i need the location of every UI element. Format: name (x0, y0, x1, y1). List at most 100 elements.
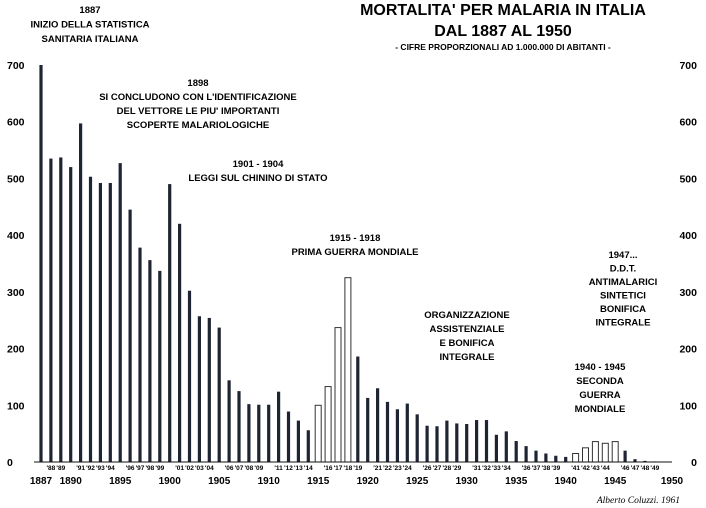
bar-1939 (554, 455, 558, 462)
chart-note: - CIFRE PROPORZIONALI AD 1.000.000 DI AB… (395, 42, 611, 52)
year-abbr-label: '19 (353, 465, 362, 472)
year-abbr-label: '07 (235, 465, 244, 472)
bar-1897 (138, 247, 142, 462)
x-tick-label: 1925 (406, 476, 429, 487)
year-abbr-label: '42 (581, 465, 590, 472)
x-tick-label: 1945 (604, 476, 627, 487)
bar-1929 (455, 423, 459, 462)
year-abbr-label: '21 (373, 465, 382, 472)
bar-1902 (187, 290, 192, 462)
bar-1941 (572, 452, 580, 463)
x-tick-label: 1887 (30, 476, 53, 487)
x-tick-label: 1930 (456, 476, 479, 487)
year-abbr-label: '88 (47, 465, 56, 472)
bar-1920 (366, 397, 370, 462)
bar-1909 (257, 404, 261, 462)
bar-1905 (217, 327, 221, 462)
year-abbr-label: '38 (542, 465, 551, 472)
bar-1893 (98, 182, 102, 463)
annotation-line: SCOPERTE MALARIOLOGICHE (127, 120, 270, 131)
bar-1925 (415, 414, 419, 462)
annotation-line: ASSISTENZIALE (430, 324, 505, 335)
year-abbr-label: '44 (601, 465, 610, 472)
x-tick-label: 1910 (258, 476, 281, 487)
year-abbr-label: '93 (96, 465, 105, 472)
bar-1927 (435, 426, 439, 462)
bar-1930 (465, 424, 469, 462)
year-abbr-label: '94 (106, 465, 115, 472)
bar-1899 (158, 270, 162, 462)
chart-title: MORTALITA' PER MALARIA IN ITALIA (360, 2, 646, 19)
annotation-line: GUERRA (579, 390, 620, 401)
bar-1908 (247, 404, 251, 462)
year-abbr-label: '34 (502, 465, 511, 472)
annotation-1: 1887 INIZIO DELLA STATISTICA SANITARIA ITA… (30, 5, 149, 45)
annotation-line: MONDIALE (575, 404, 626, 415)
year-abbr-label: '48 (641, 465, 650, 472)
bar-1924 (405, 403, 409, 462)
year-abbr-label: '04 (205, 465, 214, 472)
bar-1911 (277, 391, 281, 462)
year-abbr-label: '23 (393, 465, 402, 472)
bar-1934 (504, 431, 508, 462)
year-abbr-label: '14 (304, 465, 313, 472)
annotation-line: BONIFICA (600, 304, 646, 315)
year-abbr-label: '99 (155, 465, 164, 472)
bar-1898 (148, 260, 152, 462)
annotation-line: SECONDA (576, 376, 624, 387)
y-axis-left: 0 100 200 300 400 500 600 700 (7, 60, 25, 469)
annotation-line: SANITARIA ITALIANA (42, 34, 139, 45)
y-tick-label-left: 200 (7, 344, 25, 356)
x-tick-label: 1905 (208, 476, 231, 487)
bar-1940 (564, 456, 568, 462)
bar-1922 (385, 401, 390, 462)
credit-text: Alberto Coluzzi. 1961 (596, 496, 680, 506)
year-abbr-label: '49 (650, 465, 659, 472)
bar-1914 (306, 430, 310, 462)
annotations: 1887 INIZIO DELLA STATISTICA SANITARIA ITA… (30, 5, 657, 415)
year-abbreviation-labels: '88'89'91'92'93'94'96'97'98'99'01'02'03 '… (47, 465, 660, 472)
y-tick-label-left: 700 (7, 60, 25, 72)
y-tick-label-left: 500 (7, 173, 25, 185)
y-tick-label-right: 700 (679, 60, 697, 72)
year-abbr-label: '41 (571, 465, 580, 472)
year-abbr-label: '96 (126, 465, 135, 472)
annotation-line: INIZIO DELLA STATISTICA (30, 20, 149, 31)
y-tick-label-right: 600 (679, 117, 697, 129)
y-tick-label-left: 0 (7, 457, 13, 469)
year-abbr-label: '26 (423, 465, 432, 472)
y-tick-label-right: 100 (679, 400, 697, 412)
year-abbr-label: '46 (621, 465, 630, 472)
bar-1915 (314, 404, 322, 463)
annotation-2: 1898 SI CONCLUDONO CON L'IDENTIFICAZIONE D… (99, 78, 297, 131)
bar-1892 (88, 176, 93, 462)
year-abbr-label: '92 (86, 465, 95, 472)
year-abbr-label: '29 (452, 465, 461, 472)
annotation-line: INTEGRALE (440, 352, 495, 363)
bar-1926 (425, 425, 429, 462)
annotation-line: D.D.T. (610, 264, 636, 275)
bar-1931 (475, 420, 479, 462)
bar-1921 (376, 388, 380, 462)
bar-1933 (494, 434, 498, 462)
bar-1917 (334, 327, 342, 463)
annotation-line: 1940 - 1945 (575, 362, 626, 373)
annotation-4: 1915 - 1918 PRIMA GUERRA MONDIALE (291, 233, 418, 258)
bar-1890 (69, 167, 73, 463)
bar-1891 (79, 123, 83, 462)
year-abbr-label: '97 (136, 465, 145, 472)
bar-1907 (237, 391, 241, 462)
bar-1896 (128, 209, 132, 462)
y-tick-label-left: 400 (7, 230, 25, 242)
bar-1945 (611, 441, 619, 463)
bar-1888 (49, 158, 53, 463)
bar-1928 (445, 420, 449, 462)
year-abbr-label: '09 (254, 465, 263, 472)
bar-1944 (601, 442, 609, 463)
year-abbr-label: '02 (185, 465, 194, 472)
year-abbr-label: '37 (532, 465, 541, 472)
year-abbr-label: '24 (403, 465, 412, 472)
year-abbr-label: '91 (76, 465, 85, 472)
year-abbr-label: '13 (294, 465, 303, 472)
